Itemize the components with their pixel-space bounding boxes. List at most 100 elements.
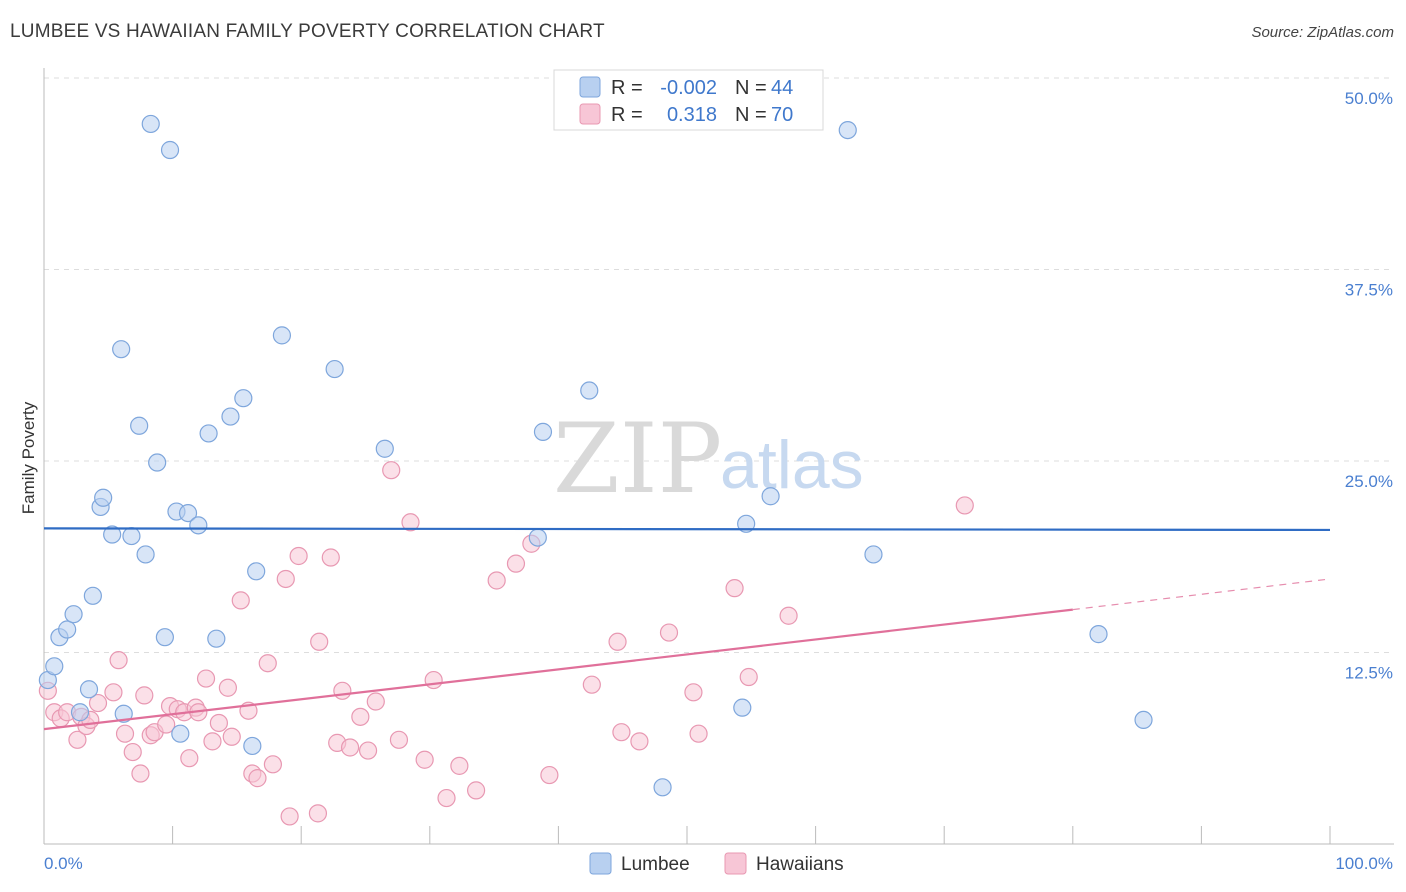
lumbee-point [761,487,780,506]
watermark-atlas: atlas [720,427,864,503]
legend-n-label-lumbee: N = [735,77,767,99]
hawaiians-point [88,693,108,713]
hawaiians-point [608,632,627,651]
lumbee-point [653,778,672,797]
lumbee-point [45,657,64,676]
legend-swatch-lumbee [579,76,601,98]
y-tick-label: 37.5% [1345,281,1393,300]
x-ticks [43,826,1331,844]
hawaiians-point [115,724,135,743]
chart-title: LUMBEE VS HAWAIIAN FAMILY POVERTY CORREL… [10,21,605,42]
hawaiians-point [109,651,128,670]
lumbee-point [528,528,547,547]
lumbee-point [234,389,253,408]
bottom-legend-swatch-hawaiians [724,852,747,875]
lumbee-point [178,503,198,523]
watermark-zip: ZIP [553,403,722,515]
hawaiians-point [263,755,283,774]
legend-n-value-lumbee: 44 [771,77,793,99]
lumbee-point [171,724,190,743]
gridlines [44,77,1394,653]
hawaiians-point [366,692,385,711]
hawaiians-point [424,670,443,690]
hawaiians-point [506,554,526,573]
hawaiians-point [135,686,154,705]
hawaiians-point [487,571,506,590]
hawaiians-point [437,788,456,808]
lumbee-point [64,605,83,624]
hawaiians-point [389,730,409,749]
lumbee-point [199,424,218,443]
bottom-legend: Lumbee Hawaiians [589,852,844,875]
lumbee-point [70,703,90,722]
legend-swatch-hawaiians [579,103,601,125]
lumbee-point [79,680,99,699]
hawaiians-point [540,765,559,785]
hawaiians-point [218,678,237,697]
lumbee-point [580,381,599,400]
x-tick-label-max: 100.0% [1335,854,1393,873]
lumbee-point [94,488,113,507]
hawaiians-points [38,461,974,826]
hawaiians-point [310,632,329,651]
lumbee-point [112,340,131,359]
hawaiians-point [289,546,308,566]
hawaiians-point [450,756,469,775]
lumbee-point [130,416,149,435]
hawaiians-point [123,742,142,762]
hawaiians-point [222,727,241,746]
hawaiians-point [779,606,798,625]
hawaiians-point [104,683,123,702]
hawaiians-point [689,724,708,743]
lumbee-point [114,704,133,723]
hawaiians-point [582,675,601,694]
lumbee-point [58,620,77,639]
lumbee-point [148,453,167,472]
hawaiians-point [131,764,150,783]
bottom-legend-label-hawaiians: Hawaiians [756,854,844,875]
hawaiians-point [612,723,631,742]
legend-r-label-hawaiians: R = [611,104,643,126]
lumbee-point [247,562,266,581]
y-tick-label: 12.5% [1345,664,1393,683]
lumbee-point [272,326,292,345]
lumbee-point [375,439,394,458]
hawaiians-trend-line-extension [1072,578,1331,611]
hawaiians-point [276,569,295,589]
hawaiians-point [340,738,360,757]
hawaiians-point [725,579,744,598]
x-tick-label-min: 0.0% [44,854,83,873]
axes [43,68,1394,845]
lumbee-point [864,545,883,564]
legend-r-label-lumbee: R = [611,77,643,99]
hawaiians-point [382,461,401,480]
hawaiians-point [659,623,679,642]
hawaiians-point [321,548,340,567]
legend-r-value-hawaiians: 0.318 [667,104,717,126]
legend-r-value-lumbee: -0.002 [660,77,717,99]
lumbee-point [160,140,180,160]
lumbee-point [1134,710,1153,730]
hawaiians-point [180,749,199,768]
bottom-legend-swatch-lumbee [589,852,612,875]
lumbee-point [83,586,102,605]
y-tick-label: 50.0% [1345,89,1393,108]
lumbee-trend-line [43,527,1331,532]
lumbee-points [38,114,1153,797]
lumbee-point [122,526,141,546]
hawaiians-point [248,769,267,788]
legend-n-value-hawaiians: 70 [771,104,793,126]
lumbee-point [325,359,344,379]
hawaiians-point [258,654,277,673]
trend-lines [43,527,1331,731]
y-axis-title: Family Poverty [19,401,38,514]
y-tick-labels: 12.5% 25.0% 37.5% 50.0% [1345,89,1393,683]
bottom-legend-label-lumbee: Lumbee [621,854,690,875]
hawaiians-point [351,707,370,726]
lumbee-point [189,516,208,535]
lumbee-point [733,698,752,717]
hawaiians-point [280,807,299,826]
hawaiians-point [231,591,250,610]
legend-n-label-hawaiians: N = [735,104,767,126]
